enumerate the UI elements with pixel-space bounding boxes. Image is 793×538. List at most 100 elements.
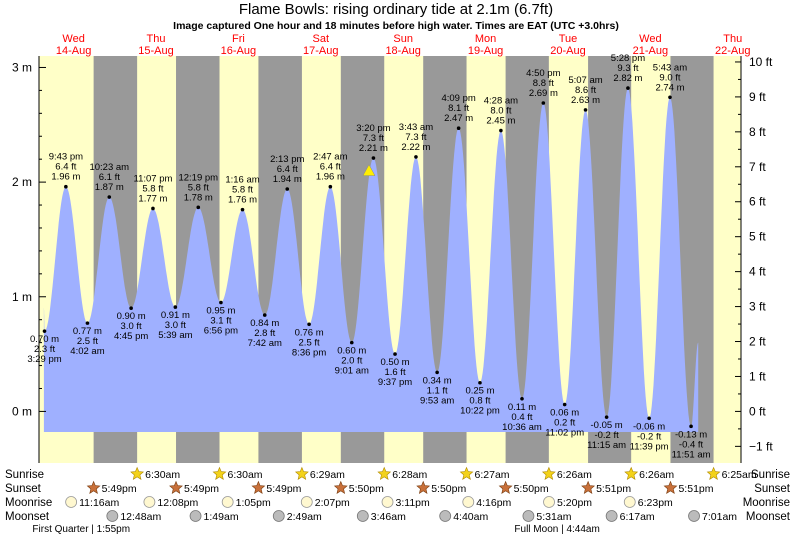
- high-tide-label: 6.4 ft: [320, 162, 341, 173]
- almanac-row-label-right: Sunrise: [751, 469, 790, 481]
- low-tide-label: 3.1 ft: [210, 315, 231, 326]
- low-tide-label: 2.3 ft: [34, 344, 55, 355]
- extremum-dot: [107, 195, 112, 199]
- date-label: 22-Aug: [715, 45, 750, 57]
- low-tide-label: 0.8 ft: [469, 396, 490, 407]
- moonset-time: 7:01am: [702, 511, 737, 523]
- day-of-week-label: Wed: [62, 33, 84, 45]
- sunrise-time: 6:30am: [145, 469, 180, 481]
- high-tide-label: 1:16 am: [225, 175, 259, 186]
- low-tide-label: 9:37 pm: [378, 377, 412, 388]
- low-tide-label: 0.77 m: [73, 326, 102, 337]
- current-tide-marker-icon: [362, 164, 376, 176]
- extremum-dot: [689, 424, 693, 429]
- date-label: 15-Aug: [138, 45, 173, 57]
- extremum-dot: [64, 184, 68, 189]
- chart-subtitle: Image captured One hour and 18 minutes b…: [173, 20, 619, 32]
- extremum-dot: [499, 128, 503, 133]
- almanac-row-label-left: Moonset: [5, 511, 50, 523]
- day-of-week-label: Wed: [639, 33, 661, 45]
- moonrise-time: 3:11pm: [396, 497, 430, 509]
- right-tick-label: −1 ft: [749, 439, 773, 453]
- sunset-time: 5:51pm: [596, 483, 631, 495]
- low-tide-label: -0.06 m: [633, 421, 665, 432]
- day-of-week-label: Sat: [313, 33, 330, 45]
- high-tide-label: 5:43 am: [653, 62, 687, 73]
- moonrise-time: 5:20pm: [557, 497, 592, 509]
- moonrise-icon: [623, 496, 636, 508]
- moonset-time: 12:48am: [120, 511, 161, 523]
- high-tide-label: 1.87 m: [95, 182, 124, 193]
- high-tide-label: 2.21 m: [359, 143, 388, 154]
- sunrise-icon: [706, 466, 721, 480]
- sunset-icon: [333, 480, 348, 494]
- date-label: 20-Aug: [550, 45, 585, 57]
- day-of-week-label: Thu: [723, 33, 742, 45]
- day-labels: Wed14-AugThu15-AugFri16-AugSat17-AugSun1…: [56, 33, 751, 57]
- high-tide-label: 1.96 m: [51, 172, 80, 183]
- extremum-dot: [173, 305, 178, 309]
- sunrise-icon: [459, 466, 474, 480]
- low-tide-label: 10:36 am: [502, 422, 542, 433]
- moonrise-time: 11:16am: [79, 497, 119, 509]
- extremum-dot: [328, 184, 333, 189]
- moonset-icon: [688, 510, 700, 522]
- moonset-time: 5:31am: [536, 511, 571, 523]
- high-tide-label: 2:47 am: [313, 152, 347, 163]
- left-tick-label: 2 m: [12, 175, 32, 189]
- high-tide-label: 5.8 ft: [232, 185, 253, 196]
- high-tide-label: 1.94 m: [273, 174, 302, 185]
- left-tick-label: 1 m: [12, 290, 32, 304]
- sunrise-time: 6:30am: [228, 469, 263, 481]
- low-tide-label: -0.13 m: [675, 429, 707, 440]
- moonset-time: 3:46am: [371, 511, 406, 523]
- moon-phase-label: First Quarter | 1:55pm: [32, 524, 130, 535]
- sunset-time: 5:49pm: [184, 483, 219, 495]
- almanac-row-label-left: Sunrise: [5, 469, 44, 481]
- low-tide-label: 0.95 m: [206, 305, 235, 316]
- moonset-time: 6:17am: [620, 511, 655, 523]
- sunset-time: 5:49pm: [266, 483, 301, 495]
- low-tide-label: 6:56 pm: [204, 325, 238, 336]
- low-tide-label: 0.50 m: [381, 357, 410, 368]
- high-tide-label: 5:07 am: [568, 75, 602, 86]
- high-tide-label: 6.4 ft: [277, 164, 298, 175]
- tide-extrema-labels: 0.70 m2.3 ft3:29 pm9:43 pm6.4 ft1.96 m0.…: [27, 53, 710, 460]
- extremum-dot: [435, 370, 439, 375]
- moon-phase-label: Full Moon | 4:44am: [514, 524, 599, 535]
- tide-area: [43, 88, 699, 432]
- sunrise-icon: [212, 466, 227, 480]
- low-tide-label: 2.8 ft: [254, 328, 275, 339]
- sunset-icon: [663, 480, 678, 494]
- high-tide-label: 12:19 pm: [178, 172, 218, 183]
- high-tide-label: 2.47 m: [444, 113, 473, 124]
- high-tide-label: 1.77 m: [138, 193, 167, 204]
- high-tide-label: 5.8 ft: [142, 183, 163, 194]
- extremum-dot: [541, 101, 546, 105]
- sunset-icon: [416, 480, 431, 494]
- moonrise-icon: [462, 496, 475, 508]
- date-label: 14-Aug: [56, 45, 91, 57]
- low-tide-label: 0.25 m: [465, 386, 494, 397]
- sunrise-icon: [541, 466, 556, 480]
- extremum-dot: [240, 207, 245, 212]
- low-tide-label: 11:39 pm: [630, 441, 669, 452]
- sunset-time: 5:50pm: [349, 483, 384, 495]
- low-tide-label: 2.5 ft: [299, 337, 320, 348]
- high-tide-label: 2.22 m: [401, 142, 430, 153]
- moonset-icon: [189, 510, 202, 522]
- day-of-week-label: Sun: [393, 33, 413, 45]
- moonrise-icon: [143, 496, 156, 508]
- right-tick-label: 8 ft: [749, 125, 766, 139]
- moonset-icon: [522, 510, 535, 522]
- extremum-dot: [219, 300, 223, 305]
- high-tide-label: 9.0 ft: [659, 72, 680, 83]
- moonrise-time: 12:08pm: [157, 497, 198, 509]
- low-tide-label: -0.2 ft: [594, 430, 619, 441]
- moonrise-time: 6:23pm: [638, 497, 673, 509]
- extremum-dot: [349, 340, 354, 345]
- right-tick-label: 7 ft: [749, 160, 766, 174]
- high-tide-label: 7.3 ft: [363, 133, 384, 144]
- moonset-icon: [272, 510, 285, 522]
- moonrise-time: 4:16pm: [476, 497, 511, 509]
